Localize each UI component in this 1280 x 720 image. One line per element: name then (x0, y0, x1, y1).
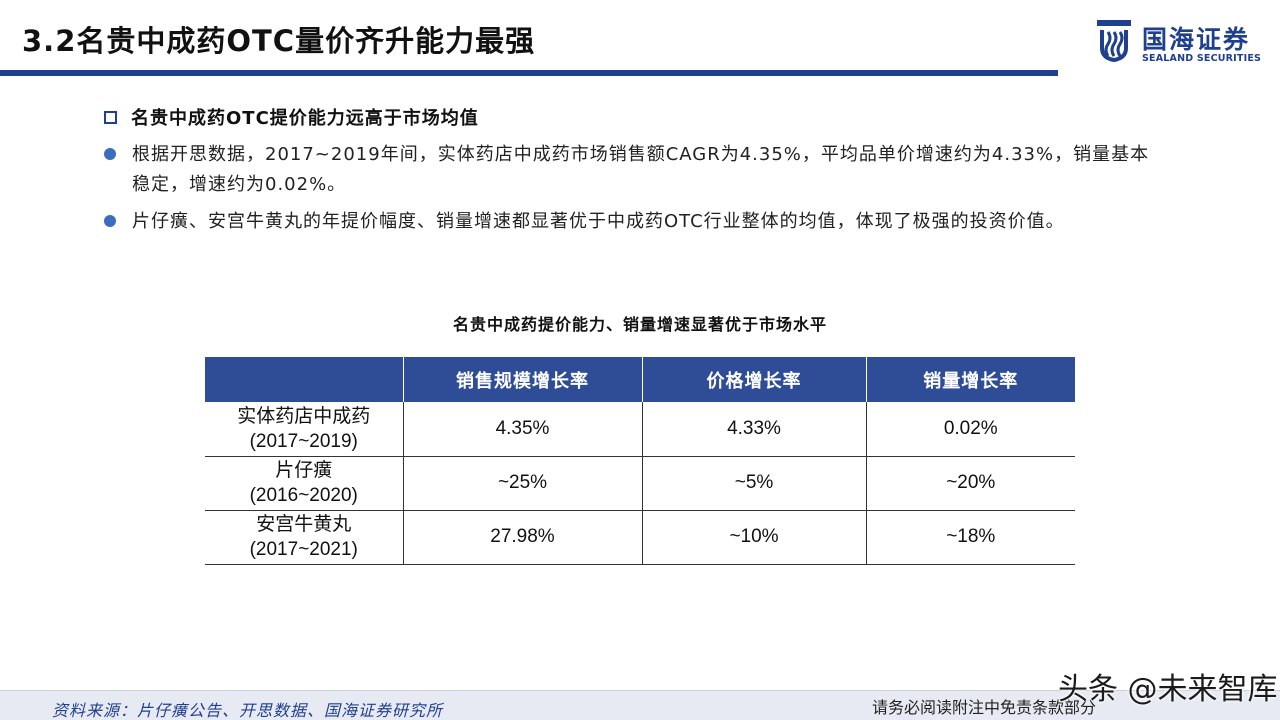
company-logo: 国海证券 SEALAND SECURITIES (1094, 14, 1269, 70)
section-subheading: 名贵中成药OTC提价能力远高于市场均值 (104, 104, 479, 130)
title-divider (0, 70, 1058, 76)
logo-english-name: SEALAND SECURITIES (1142, 53, 1262, 64)
sealand-logo-icon (1097, 20, 1131, 63)
growth-comparison-table: 销售规模增长率 价格增长率 销量增长率 实体药店中成药 (2017~2019) … (205, 357, 1075, 565)
column-header: 销售规模增长率 (403, 357, 643, 402)
table-row: 实体药店中成药 (2017~2019) 4.35% 4.33% 0.02% (205, 402, 1075, 457)
watermark: 头条 @未来智库 (1058, 672, 1278, 707)
row-label-period: (2017~2019) (249, 430, 358, 452)
table-title: 名贵中成药提价能力、销量增速显著优于市场水平 (452, 315, 827, 334)
circle-bullet-icon (104, 215, 116, 227)
disclaimer-text: 请务必阅读附注中免责条款部分 (872, 698, 1097, 717)
table-cell: ~5% (642, 456, 867, 511)
row-label: 片仔癀 (2016~2020) (205, 456, 404, 511)
bullet-item: 根据开思数据，2017~2019年间，实体药店中成药市场销售额CAGR为4.35… (104, 140, 1164, 200)
row-label-period: (2017~2021) (249, 539, 358, 560)
table-cell: ~20% (866, 456, 1075, 511)
row-label-period: (2016~2020) (249, 485, 358, 506)
logo-chinese-name: 国海证券 (1142, 25, 1251, 54)
column-header (205, 357, 404, 402)
row-label: 实体药店中成药 (2017~2019) (205, 402, 404, 457)
source-note: 资料来源：片仔癀公告、开思数据、国海证券研究所 (52, 701, 444, 720)
subheading-text: 名贵中成药OTC提价能力远高于市场均值 (131, 108, 479, 129)
table-row: 片仔癀 (2016~2020) ~25% ~5% ~20% (205, 456, 1075, 511)
bullet-item: 片仔癀、安宫牛黄丸的年提价幅度、销量增速都显著优于中成药OTC行业整体的均值，体… (104, 207, 1164, 237)
square-bullet-icon (104, 110, 117, 124)
table-cell: 4.35% (403, 402, 643, 457)
table-cell: 27.98% (403, 510, 643, 565)
row-label: 安宫牛黄丸 (2017~2021) (205, 510, 404, 565)
table-cell: 0.02% (866, 402, 1075, 457)
table-cell: ~10% (642, 510, 867, 565)
table-header-row: 销售规模增长率 价格增长率 销量增长率 (205, 357, 1075, 402)
row-label-name: 片仔癀 (275, 459, 333, 481)
table-row: 安宫牛黄丸 (2017~2021) 27.98% ~10% ~18% (205, 510, 1075, 565)
bullet-text: 片仔癀、安宫牛黄丸的年提价幅度、销量增速都显著优于中成药OTC行业整体的均值，体… (132, 211, 1065, 232)
row-label-name: 安宫牛黄丸 (256, 513, 352, 535)
table-cell: ~18% (866, 510, 1075, 565)
column-header: 销量增长率 (866, 357, 1075, 402)
table-cell: ~25% (403, 456, 643, 511)
row-label-name: 实体药店中成药 (237, 404, 371, 427)
column-header: 价格增长率 (642, 357, 867, 402)
circle-bullet-icon (104, 148, 116, 160)
table-cell: 4.33% (642, 402, 867, 457)
bullet-text: 根据开思数据，2017~2019年间，实体药店中成药市场销售额CAGR为4.35… (132, 144, 1150, 195)
footer-bar (0, 690, 1280, 720)
page-title: 3.2名贵中成药OTC量价齐升能力最强 (22, 24, 536, 58)
